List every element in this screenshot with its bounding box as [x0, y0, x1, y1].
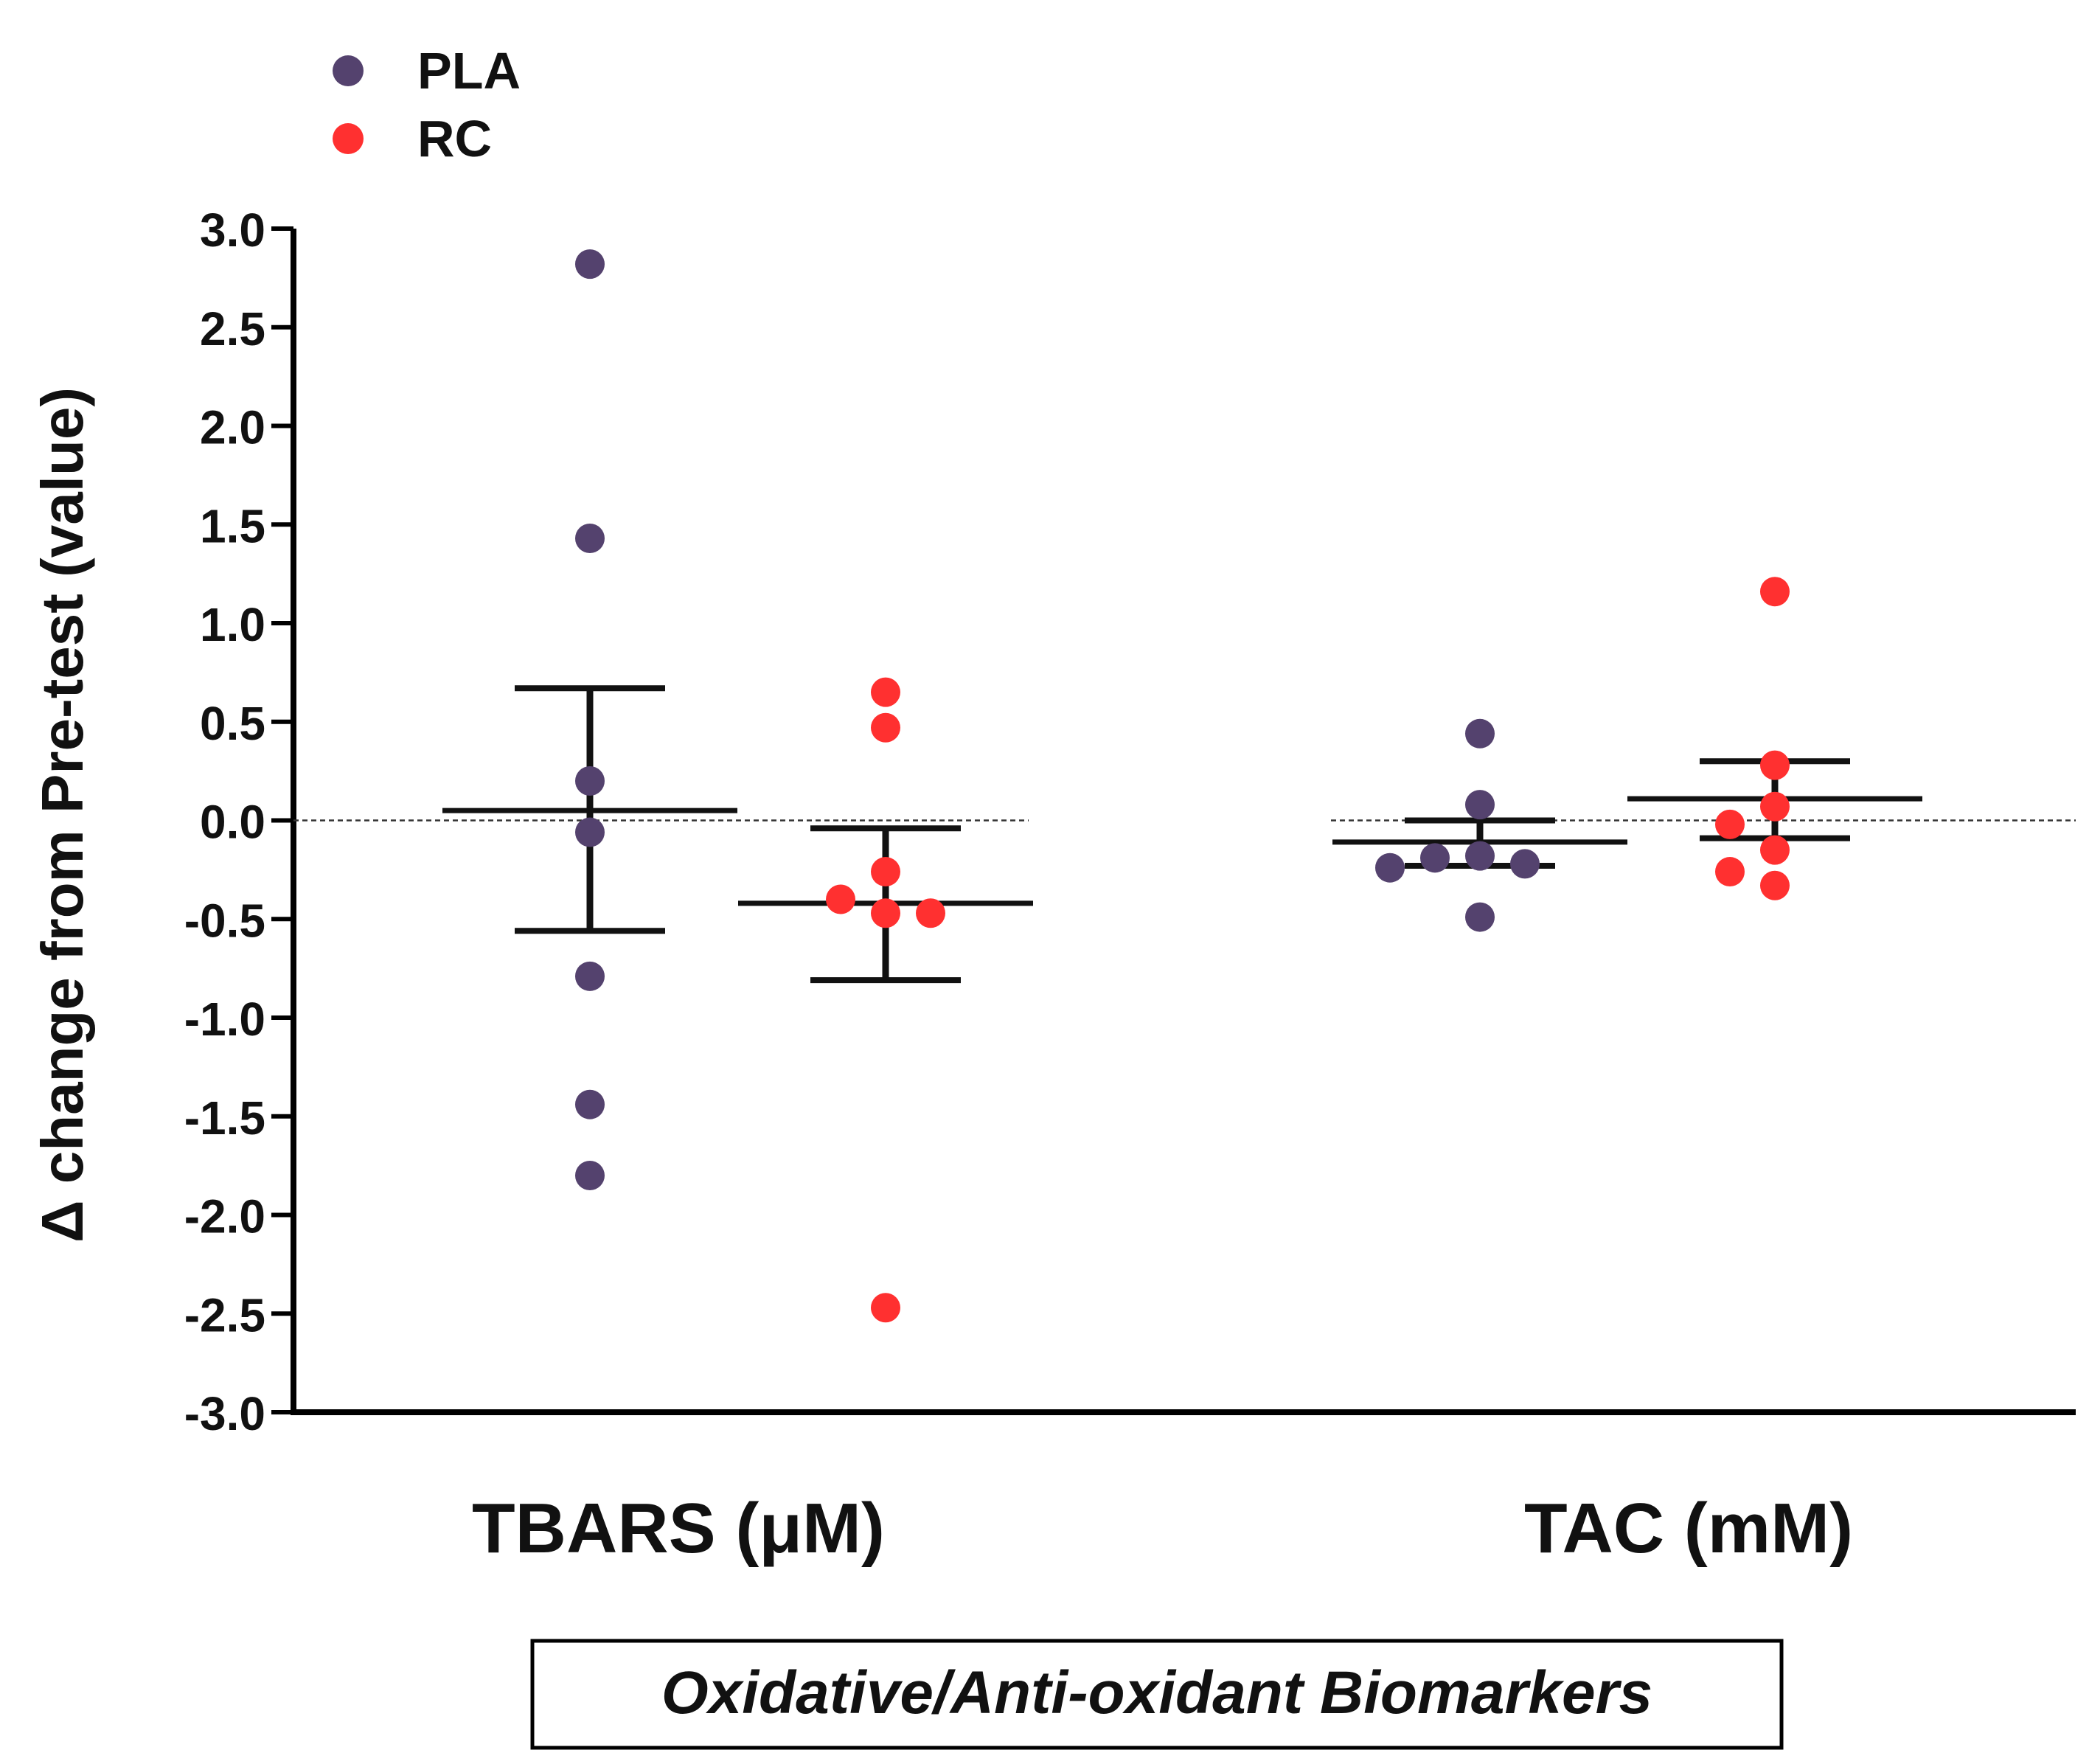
y-tick-label: 1.5 [200, 499, 265, 552]
y-tick-label: -1.5 [184, 1091, 265, 1145]
data-point-rc [1760, 750, 1790, 780]
data-point-pla [1465, 718, 1495, 749]
data-point-rc [871, 898, 900, 928]
y-tick-label: 2.0 [200, 401, 265, 454]
y-tick-label: -1.0 [184, 993, 265, 1046]
data-point-rc [916, 898, 945, 928]
legend-marker-pla [333, 55, 364, 86]
data-point-rc [1760, 791, 1790, 822]
data-point-rc [871, 677, 900, 707]
series-pla-group-2 [1332, 718, 1627, 932]
data-point-pla [1465, 902, 1495, 932]
y-tick-label: -3.0 [184, 1387, 265, 1440]
data-point-pla [575, 766, 605, 796]
data-point-pla [1465, 841, 1495, 871]
y-axis: 3.0 2.5 2.0 1.5 1.0 0.5 0.0 -0.5 -1.0 -1.5 -2.0 -2.… [184, 204, 296, 1440]
data-point-rc [1715, 809, 1745, 839]
y-tick-label: -0.5 [184, 894, 265, 947]
data-point-pla [1465, 790, 1495, 820]
data-point-pla [575, 817, 605, 847]
data-point-pla [575, 1161, 605, 1190]
series-rc-group-2 [1627, 577, 1922, 900]
x-category-label: TAC (mM) [1524, 1489, 1853, 1568]
data-point-rc [1760, 870, 1790, 900]
y-tick-label: 3.0 [200, 204, 265, 257]
legend-label-rc: RC [417, 110, 492, 167]
data-point-pla [575, 523, 605, 553]
y-tick-label: 1.0 [200, 598, 265, 651]
x-axis-label-frame [530, 1639, 1784, 1750]
data-marks [442, 249, 1922, 1323]
data-point-rc [871, 857, 900, 887]
data-point-pla [575, 1089, 605, 1119]
y-tick-label: -2.5 [184, 1288, 265, 1341]
y-tick-label: 0.5 [200, 697, 265, 750]
legend-label-pla: PLA [417, 42, 521, 100]
y-axis-label: Δ change from Pre-test (value) [29, 387, 95, 1243]
data-point-rc [1715, 857, 1745, 887]
data-point-pla [1420, 843, 1450, 873]
series-rc-group-1 [738, 677, 1033, 1323]
legend: PLA RC [333, 42, 521, 167]
x-axis-label-box: Oxidative/Anti-oxidant Biomarkers [530, 1639, 1784, 1750]
data-point-rc [1760, 835, 1790, 865]
x-axis-label: Oxidative/Anti-oxidant Biomarkers [661, 1659, 1652, 1726]
data-point-rc [871, 712, 900, 743]
legend-marker-rc [333, 123, 364, 154]
data-point-pla [1510, 849, 1540, 879]
data-point-pla [575, 961, 605, 991]
x-category-label: TBARS (μM) [472, 1489, 885, 1568]
y-tick-label: 2.5 [200, 302, 265, 355]
data-point-rc [1760, 577, 1790, 607]
x-axis: TBARS (μM) TAC (mM) [291, 1409, 2076, 1568]
y-tick-label: -2.0 [184, 1190, 265, 1243]
data-point-rc [871, 1293, 900, 1323]
data-point-pla [575, 249, 605, 279]
series-pla-group-1 [442, 249, 737, 1190]
data-point-rc [826, 884, 855, 914]
y-tick-label: 0.0 [200, 796, 265, 849]
data-point-pla [1375, 853, 1405, 883]
